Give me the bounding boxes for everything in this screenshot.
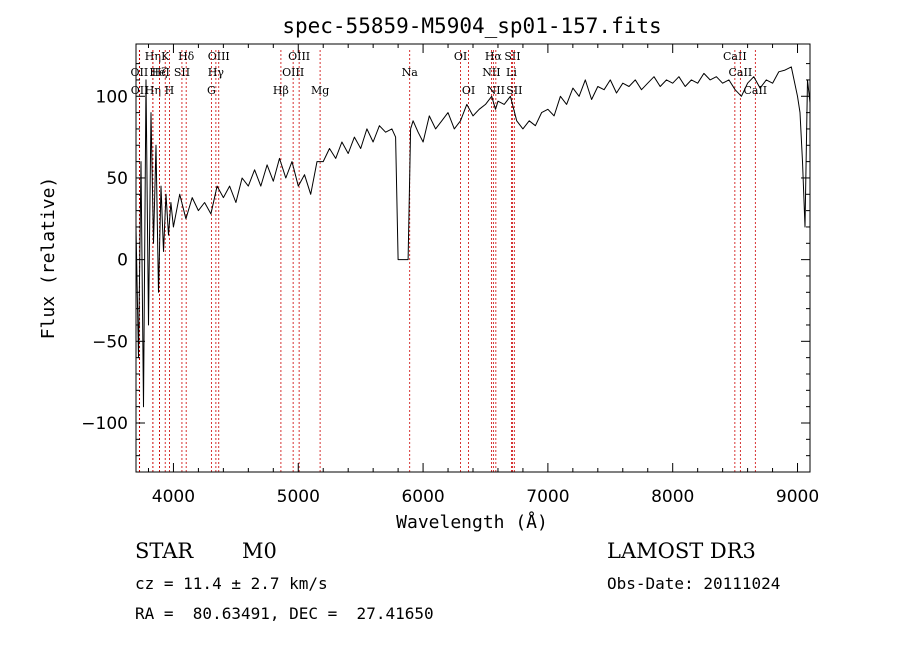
x-tick-label: 4000	[152, 487, 195, 507]
y-tick-label: 0	[117, 251, 128, 271]
spectral-line-label: Hα	[485, 50, 503, 63]
object-class: STAR	[135, 539, 194, 563]
spectral-line-label: CaII	[729, 66, 753, 79]
y-axis-label: Flux (relative)	[38, 177, 59, 340]
spectral-line-label: CaII	[723, 50, 747, 63]
x-tick-label: 9000	[776, 487, 819, 507]
ra-dec-coordinates: RA = 80.63491, DEC = 27.41650	[135, 604, 434, 623]
observation-date: Obs-Date: 20111024	[607, 574, 781, 593]
spectral-line-label: Hζ	[152, 66, 168, 79]
flux-series-line	[135, 66, 811, 408]
spectral-line-label: G	[207, 84, 216, 97]
spectral-line-label: OIII	[208, 50, 230, 63]
spectral-line-label: CaII	[743, 84, 767, 97]
spectral-line-label: Mg	[311, 84, 329, 97]
spectral-line-label: OIII	[288, 50, 310, 63]
spectral-line-label: Hη	[145, 50, 161, 63]
y-tick-label: 100	[96, 87, 128, 107]
spectral-line-label: H	[165, 84, 175, 97]
survey-name: LAMOST DR3	[607, 539, 756, 563]
spectral-line-label: Na	[402, 66, 419, 79]
x-axis-label: Wavelength (Å)	[396, 511, 548, 533]
spectral-line-label: Li	[506, 66, 517, 79]
spectral-line-label: OI	[462, 84, 475, 97]
spectral-line-label: OIII	[282, 66, 304, 79]
spectral-line-label: SII	[504, 50, 520, 63]
spectral-line-label: Hη	[145, 84, 161, 97]
spectral-line-label: Hβ	[273, 84, 289, 97]
spectral-line-label: SII	[506, 84, 522, 97]
spectral-line-label: K	[161, 50, 170, 63]
redshift-velocity: cz = 11.4 ± 2.7 km/s	[135, 574, 328, 593]
axis-ticks: 4000 5000 6000 7000 8000 9000 −100 −50 0 50 100	[81, 44, 819, 507]
spectral-line-label: OII	[131, 84, 149, 97]
y-tick-label: −100	[81, 414, 128, 434]
spectral-line-label: OII	[131, 66, 149, 79]
x-tick-label: 8000	[651, 487, 694, 507]
spectral-line-label: SII	[174, 66, 190, 79]
plot-frame	[135, 43, 811, 473]
flux-series	[135, 66, 811, 408]
x-tick-label: 7000	[526, 487, 569, 507]
spectral-line-label: Hγ	[208, 66, 225, 79]
x-tick-label: 6000	[401, 487, 444, 507]
y-tick-label: −50	[92, 332, 128, 352]
spectral-line-label: Hδ	[178, 50, 195, 63]
spectral-line-label: OI	[454, 50, 467, 63]
spectral-line-label: NII	[482, 66, 500, 79]
x-tick-label: 5000	[277, 487, 320, 507]
spectral-line-label: NII	[487, 84, 505, 97]
chart-title: spec-55859-M5904_sp01-157.fits	[282, 14, 661, 38]
object-subclass: M0	[242, 539, 277, 563]
y-tick-label: 50	[106, 169, 128, 189]
spectral-line-label: HeI	[149, 66, 169, 79]
